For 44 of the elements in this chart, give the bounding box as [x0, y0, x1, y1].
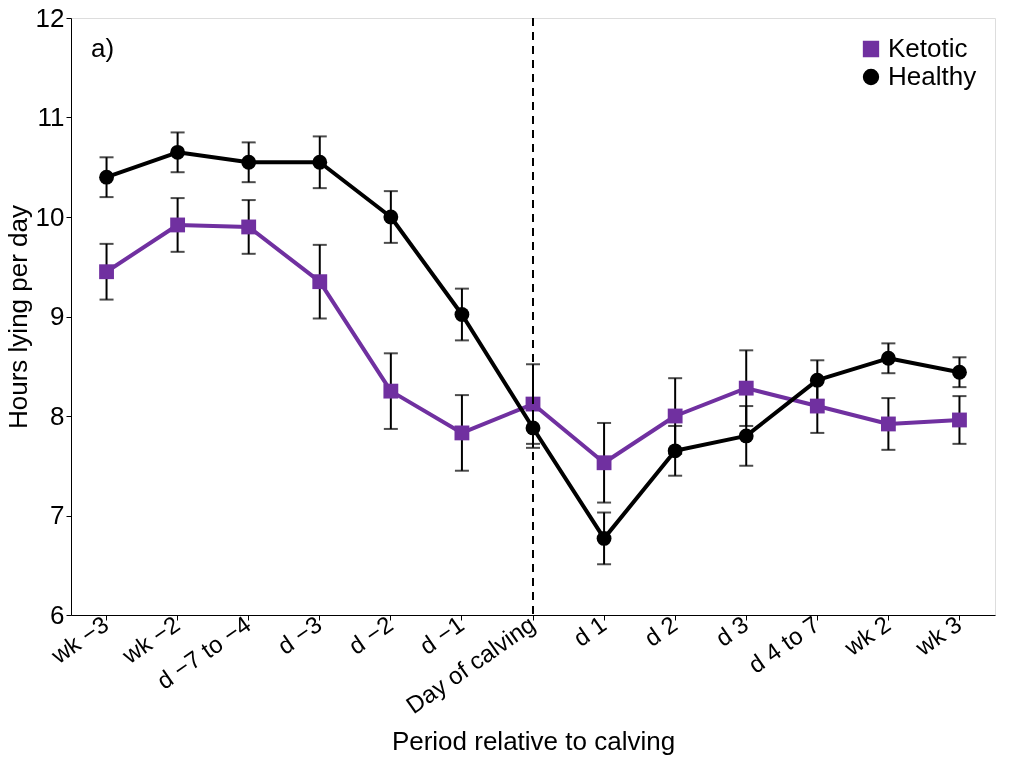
point — [241, 154, 257, 170]
point — [738, 428, 754, 444]
x-tick-label: wk 3 — [909, 610, 967, 662]
annotation: a) — [91, 33, 115, 63]
point — [667, 443, 683, 459]
y-tick-label: 12 — [35, 2, 65, 33]
point — [952, 364, 967, 380]
x-tick-label: wk 2 — [838, 610, 896, 662]
x-tick-label: d −3 — [272, 610, 327, 660]
x-tick-label: d 3 — [710, 610, 754, 652]
legend-label: Ketotic — [888, 33, 968, 63]
point — [880, 350, 896, 366]
point — [170, 144, 186, 160]
point — [809, 372, 825, 388]
y-tick-label: 11 — [37, 102, 65, 132]
x-tick-label: d −1 — [414, 610, 469, 660]
x-tick-label: d −2 — [343, 610, 398, 660]
x-tick-label: d 1 — [568, 610, 611, 652]
y-tick-label: 8 — [50, 400, 65, 431]
legend-label: Healthy — [888, 61, 977, 91]
point — [454, 425, 470, 441]
point — [880, 416, 896, 432]
point — [383, 209, 399, 225]
point — [312, 154, 328, 170]
point — [952, 412, 967, 428]
point — [738, 380, 754, 396]
x-tick-label: d 2 — [639, 610, 683, 652]
point — [809, 398, 825, 414]
y-tick-label: 9 — [50, 301, 65, 331]
point — [596, 530, 612, 546]
x-axis-title: Period relative to calving — [391, 725, 676, 756]
point — [383, 383, 399, 399]
point — [170, 217, 186, 233]
y-tick-label: 7 — [50, 500, 65, 530]
y-tick-label: 10 — [35, 201, 65, 232]
point — [241, 219, 257, 235]
point — [454, 307, 470, 322]
point — [596, 455, 612, 471]
y-tick-label: 6 — [50, 599, 65, 630]
point — [312, 274, 328, 290]
point — [99, 264, 114, 280]
point — [667, 408, 683, 424]
y-axis-title: Hours lying per day — [2, 205, 33, 429]
point — [99, 169, 114, 185]
